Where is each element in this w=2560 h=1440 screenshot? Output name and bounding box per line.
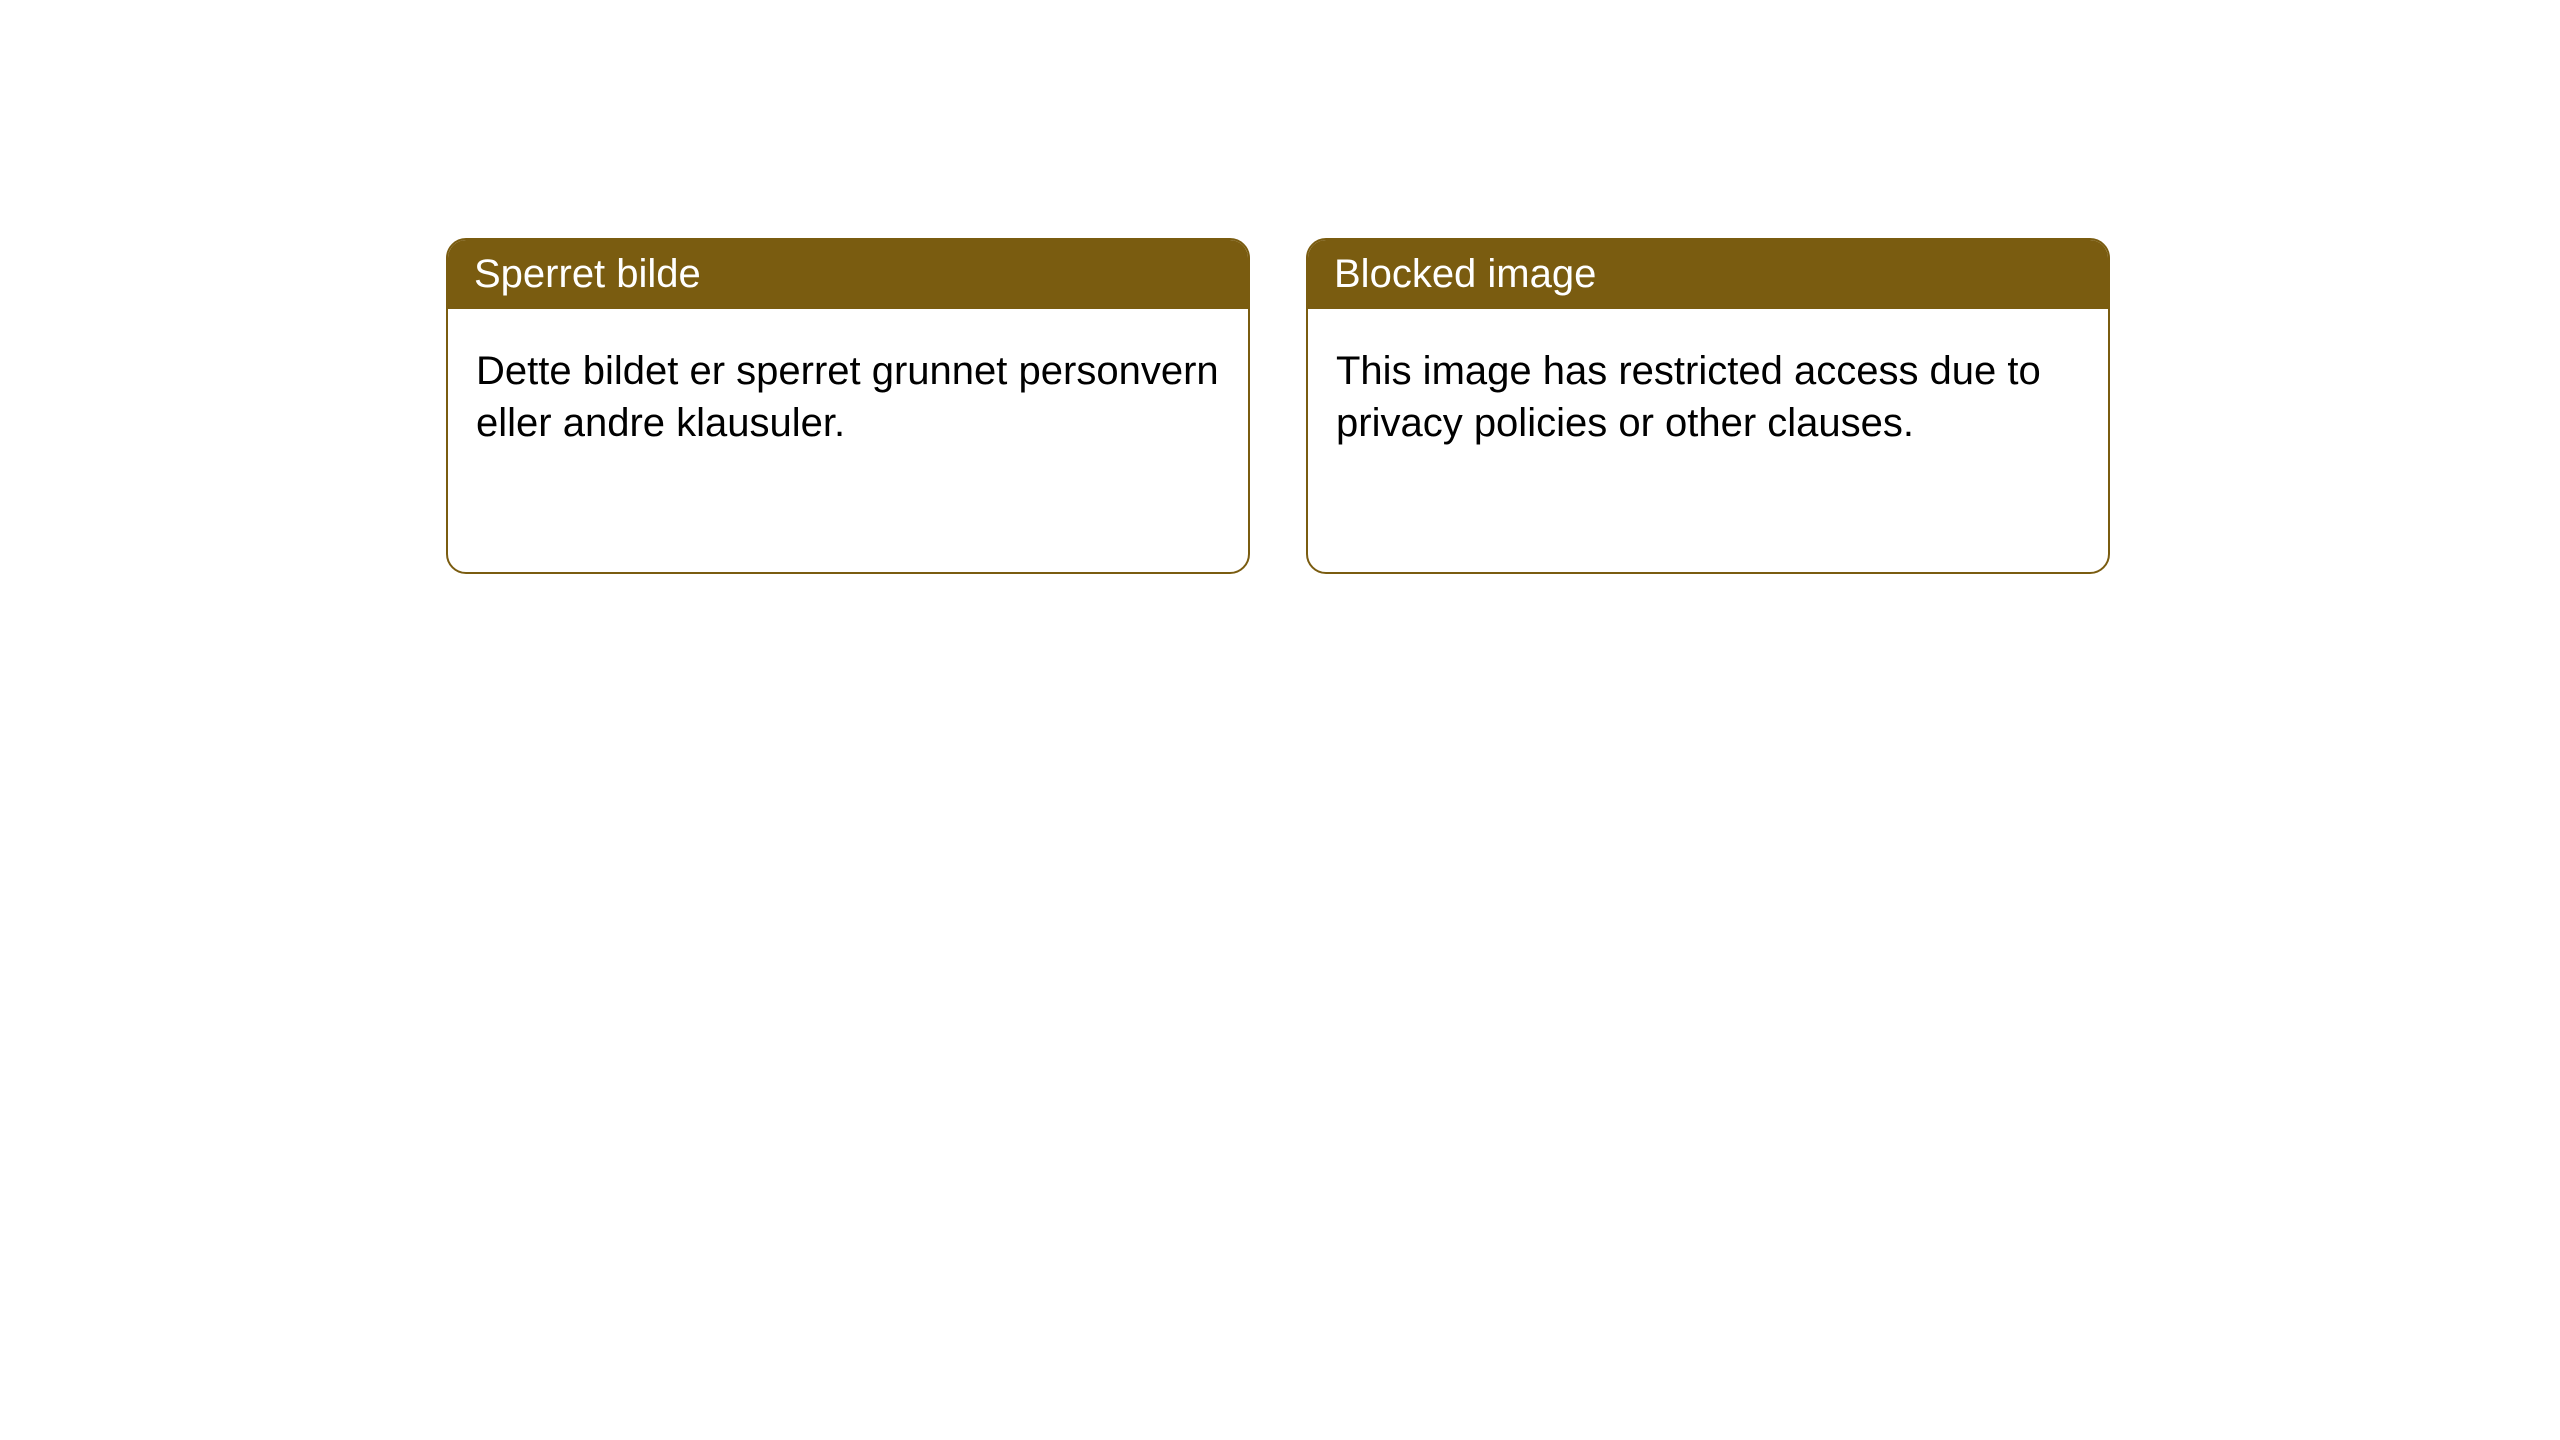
card-title: Sperret bilde: [474, 252, 701, 296]
blocked-image-card-english: Blocked image This image has restricted …: [1306, 238, 2110, 574]
blocked-image-cards-container: Sperret bilde Dette bildet er sperret gr…: [446, 238, 2110, 574]
card-message: Dette bildet er sperret grunnet personve…: [476, 349, 1219, 445]
card-header: Sperret bilde: [448, 240, 1248, 309]
card-title: Blocked image: [1334, 252, 1596, 296]
card-message: This image has restricted access due to …: [1336, 349, 2041, 445]
card-body: Dette bildet er sperret grunnet personve…: [448, 309, 1248, 485]
blocked-image-card-norwegian: Sperret bilde Dette bildet er sperret gr…: [446, 238, 1250, 574]
card-body: This image has restricted access due to …: [1308, 309, 2108, 485]
card-header: Blocked image: [1308, 240, 2108, 309]
